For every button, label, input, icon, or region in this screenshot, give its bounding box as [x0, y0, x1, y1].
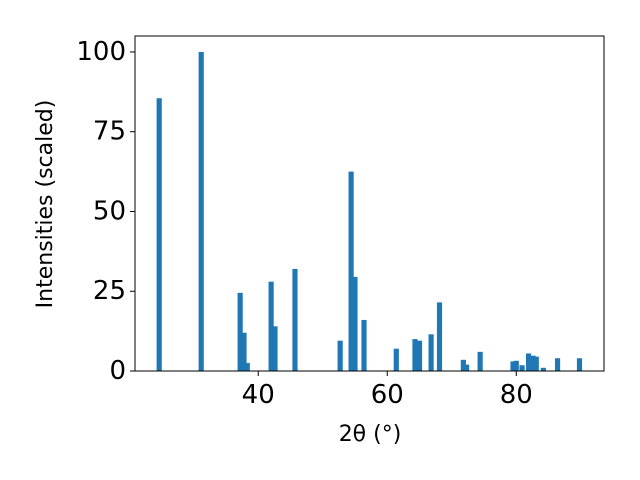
- bar: [361, 319, 367, 371]
- plot-frame: [134, 35, 605, 372]
- x-tick-label: 80: [500, 380, 533, 410]
- bar: [272, 326, 278, 371]
- bar: [428, 334, 434, 371]
- x-tick-label: 60: [371, 380, 404, 410]
- y-tick-label: 50: [93, 196, 126, 226]
- bar: [393, 348, 399, 371]
- bar: [241, 332, 247, 371]
- bar: [530, 355, 536, 371]
- bar: [525, 353, 532, 371]
- bar: [533, 356, 539, 371]
- y-tick-label: 25: [93, 276, 126, 306]
- bar: [510, 361, 516, 371]
- bar: [576, 358, 583, 371]
- bar: [237, 292, 243, 371]
- y-tick-label: 75: [93, 117, 126, 147]
- bar: [244, 363, 250, 371]
- y-axis-label: Intensities (scaled): [33, 100, 58, 309]
- bar: [268, 281, 274, 371]
- bar: [554, 358, 561, 371]
- bar: [513, 360, 519, 371]
- bar: [156, 98, 162, 371]
- bar: [352, 276, 358, 371]
- bar: [436, 302, 443, 371]
- x-tick-label: 40: [242, 380, 275, 410]
- bar: [348, 171, 354, 371]
- bar: [540, 367, 546, 371]
- bar: [519, 365, 525, 371]
- bar: [477, 351, 483, 371]
- bar: [460, 359, 466, 371]
- y-tick-label: 100: [76, 37, 126, 67]
- bar: [416, 340, 423, 371]
- x-axis-label: 2θ (°): [339, 422, 402, 447]
- y-tick-label: 0: [109, 356, 126, 386]
- bar: [337, 340, 343, 371]
- bar: [464, 364, 470, 371]
- bar: [292, 268, 298, 371]
- bar: [198, 51, 204, 371]
- bar: [412, 339, 418, 371]
